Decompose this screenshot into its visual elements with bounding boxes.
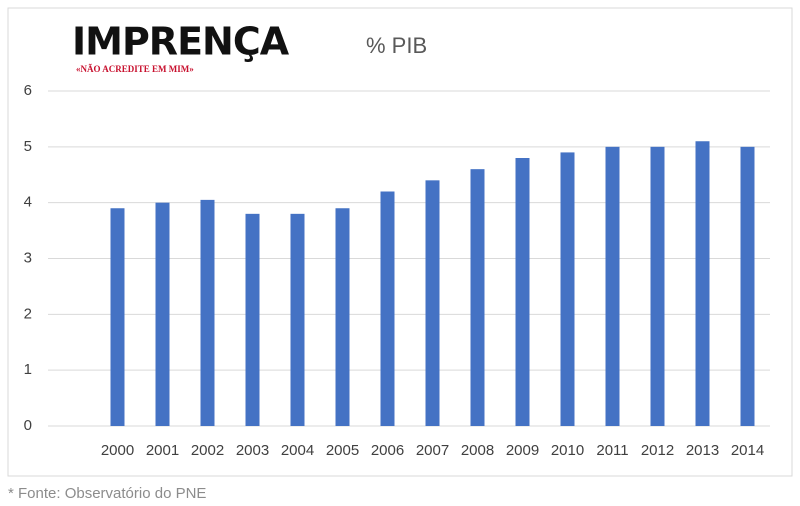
chart-title: % PIB (366, 33, 427, 58)
bar (200, 199, 215, 426)
bar (695, 141, 710, 426)
y-tick-label: 1 (24, 361, 32, 378)
bar (605, 146, 620, 427)
source-note: * Fonte: Observatório do PNE (8, 485, 206, 502)
bar (425, 180, 440, 426)
bar (335, 208, 350, 426)
logo-tagline: «NÃO ACREDITE EM MIM» (76, 64, 194, 74)
bar (155, 202, 170, 426)
logo-name: IMPRENÇA (72, 20, 290, 64)
bar (560, 152, 575, 426)
bar (380, 191, 395, 426)
y-tick-label: 5 (24, 138, 32, 155)
x-tick-label: 2002 (191, 442, 224, 459)
x-tick-label: 2009 (506, 442, 539, 459)
x-tick-label: 2006 (371, 442, 404, 459)
y-tick-label: 4 (24, 194, 32, 211)
bar (515, 158, 530, 426)
y-tick-label: 3 (24, 249, 32, 266)
x-tick-label: 2004 (281, 442, 314, 459)
x-tick-label: 2013 (686, 442, 719, 459)
x-tick-label: 2007 (416, 442, 449, 459)
y-tick-label: 6 (24, 82, 32, 99)
x-tick-label: 2012 (641, 442, 674, 459)
x-tick-label: 2000 (101, 442, 134, 459)
x-tick-label: 2011 (596, 442, 628, 459)
bar (245, 213, 260, 426)
y-tick-label: 2 (24, 305, 32, 322)
bar (290, 213, 305, 426)
y-tick-label: 0 (24, 417, 32, 434)
x-tick-label: 2010 (551, 442, 584, 459)
bar (470, 169, 485, 426)
x-tick-label: 2001 (146, 442, 179, 459)
x-tick-label: 2008 (461, 442, 494, 459)
bar (110, 208, 125, 426)
bar (740, 146, 755, 427)
x-tick-label: 2005 (326, 442, 359, 459)
x-tick-label: 2003 (236, 442, 269, 459)
bar (650, 146, 665, 427)
x-tick-label: 2014 (731, 442, 764, 459)
chart-frame (7, 7, 793, 477)
